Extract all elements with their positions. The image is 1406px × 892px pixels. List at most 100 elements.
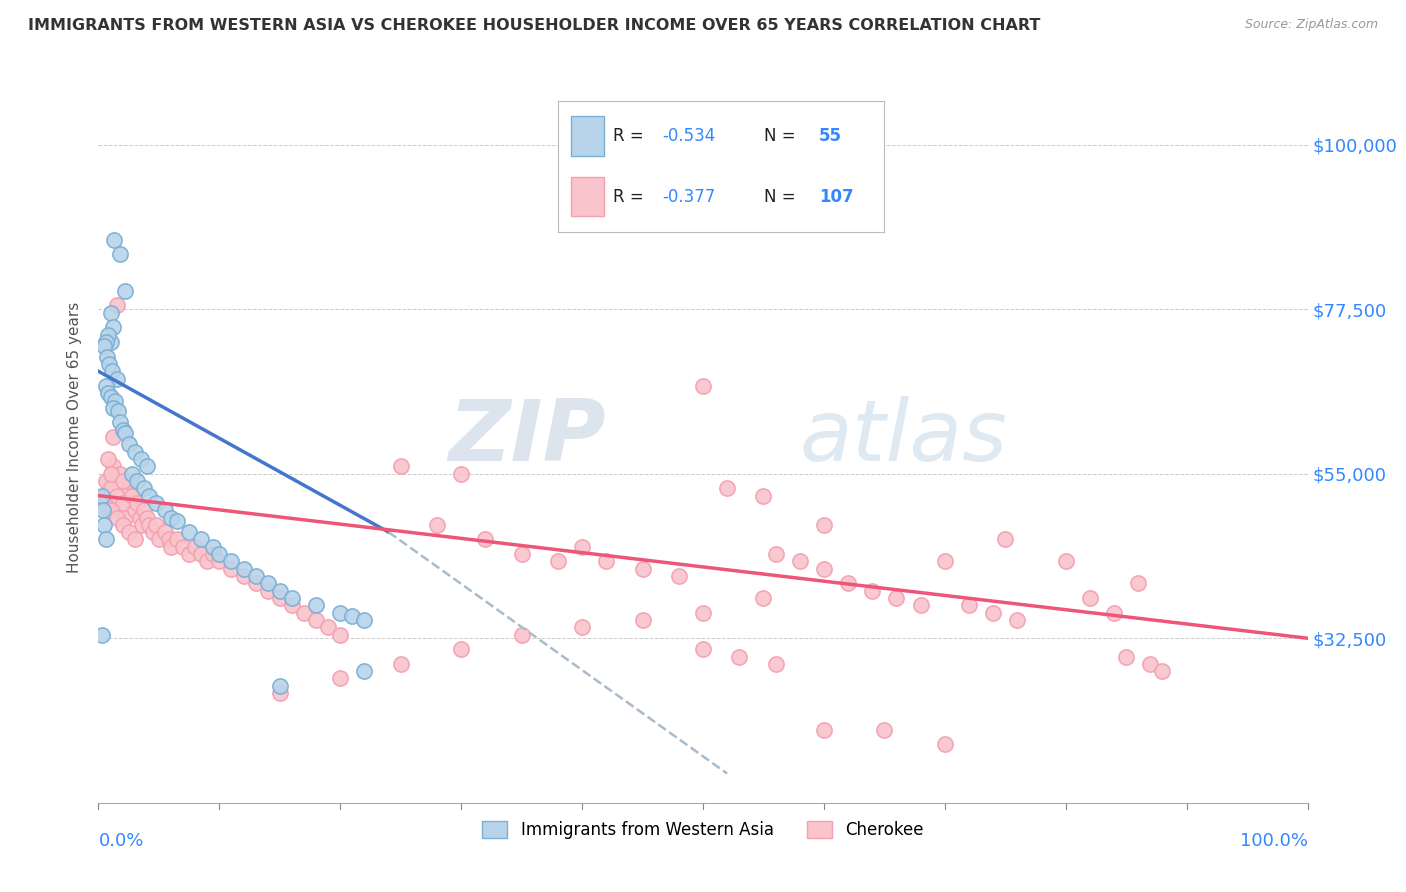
Point: [153, 525, 176, 540]
Point: [97, 327, 120, 342]
Point: [208, 554, 231, 568]
Point: [118, 437, 141, 451]
Point: [752, 591, 775, 605]
Point: [256, 576, 278, 591]
Point: [131, 517, 153, 532]
Point: [100, 503, 122, 517]
Point: [994, 533, 1017, 547]
Point: [166, 514, 188, 528]
Point: [873, 723, 896, 737]
Point: [934, 554, 956, 568]
Point: [100, 390, 122, 404]
Point: [142, 525, 165, 540]
Point: [135, 510, 157, 524]
Point: [190, 547, 212, 561]
Point: [208, 547, 231, 561]
Point: [813, 723, 835, 737]
Legend: Immigrants from Western Asia, Cherokee: Immigrants from Western Asia, Cherokee: [475, 814, 931, 846]
Point: [104, 393, 127, 408]
Point: [179, 547, 201, 561]
Point: [94, 533, 117, 547]
Point: [1007, 613, 1029, 627]
Point: [94, 379, 117, 393]
Point: [202, 547, 225, 561]
Point: [692, 379, 714, 393]
Point: [886, 591, 908, 605]
Point: [450, 467, 472, 481]
Point: [114, 510, 136, 524]
Text: Source: ZipAtlas.com: Source: ZipAtlas.com: [1244, 18, 1378, 31]
Point: [813, 562, 835, 576]
Point: [1152, 664, 1174, 678]
Point: [97, 452, 120, 467]
Point: [389, 459, 412, 474]
Point: [114, 284, 136, 298]
Point: [91, 627, 114, 641]
Point: [121, 489, 143, 503]
Point: [127, 474, 149, 488]
Point: [100, 334, 122, 349]
Point: [134, 481, 156, 495]
Point: [138, 517, 160, 532]
Point: [353, 613, 375, 627]
Point: [179, 525, 201, 540]
Point: [837, 576, 859, 591]
Point: [305, 599, 328, 613]
Point: [124, 533, 146, 547]
Point: [571, 620, 593, 634]
Point: [108, 247, 131, 261]
Point: [93, 517, 115, 532]
Point: [281, 591, 304, 605]
Point: [221, 554, 243, 568]
Point: [329, 606, 352, 620]
Point: [728, 649, 751, 664]
Point: [860, 583, 883, 598]
Point: [202, 540, 225, 554]
Point: [105, 371, 128, 385]
Point: [127, 496, 149, 510]
Point: [91, 503, 114, 517]
Point: [692, 642, 714, 657]
Point: [910, 599, 932, 613]
Point: [97, 503, 120, 517]
Point: [118, 481, 141, 495]
Point: [111, 496, 134, 510]
Point: [101, 496, 124, 510]
Point: [111, 517, 134, 532]
Point: [245, 569, 267, 583]
Point: [305, 613, 328, 627]
Point: [138, 489, 160, 503]
Point: [97, 386, 120, 401]
Point: [1054, 554, 1077, 568]
Point: [232, 569, 254, 583]
Point: [101, 401, 124, 415]
Point: [148, 533, 170, 547]
Point: [389, 657, 412, 671]
Point: [101, 430, 124, 444]
Point: [221, 562, 243, 576]
Point: [1102, 606, 1125, 620]
Point: [474, 533, 496, 547]
Point: [100, 481, 122, 495]
Point: [184, 540, 207, 554]
Point: [269, 591, 291, 605]
Point: [813, 517, 835, 532]
Point: [329, 672, 352, 686]
Point: [292, 606, 315, 620]
Point: [134, 503, 156, 517]
Point: [96, 350, 118, 364]
Point: [547, 554, 569, 568]
Point: [160, 510, 183, 524]
Point: [269, 686, 291, 700]
Point: [692, 606, 714, 620]
Point: [981, 606, 1004, 620]
Point: [668, 569, 690, 583]
Point: [100, 364, 122, 378]
Point: [91, 489, 114, 503]
Point: [107, 404, 129, 418]
Point: [166, 533, 188, 547]
Point: [160, 540, 183, 554]
Point: [329, 627, 352, 641]
Point: [105, 510, 128, 524]
Point: [510, 627, 533, 641]
